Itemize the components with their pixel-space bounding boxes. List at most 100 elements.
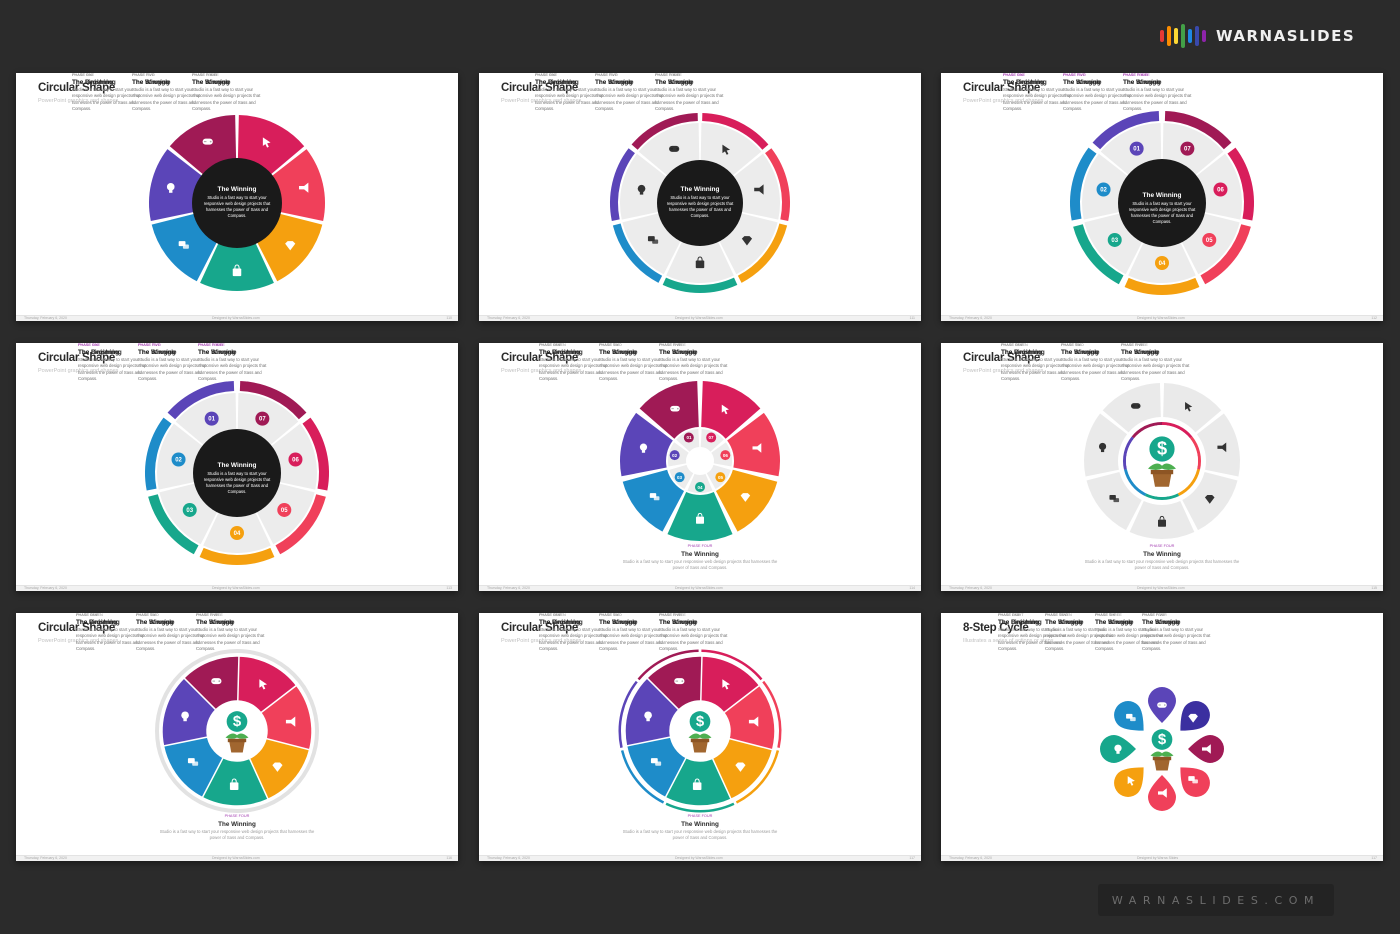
money-plant-icon: $ <box>688 711 712 753</box>
cursor-icon <box>262 137 271 148</box>
slide-thumbnail-9[interactable]: 8-Step Cycle Illustrates a series of acti… <box>941 613 1383 861</box>
phase-label-row: PHASE FIVE <box>659 613 779 619</box>
phase-description: Studio is a fast way to start your respo… <box>132 86 201 112</box>
bag-icon <box>696 512 704 524</box>
step-number-badge <box>1155 256 1169 270</box>
footer-date: Thursday, February 6, 2020 <box>487 316 530 320</box>
step-number: 02 <box>672 453 678 458</box>
phase-name: The Winning <box>218 820 256 828</box>
slide-footer: Thursday, February 6, 2020 Designed by Wa… <box>479 585 921 591</box>
slide-thumbnail-4[interactable]: Circular Shape PowerPoint graphics and sh… <box>16 343 458 591</box>
phase-name: The Winning <box>198 348 236 356</box>
cursor-icon <box>721 404 729 415</box>
phase-label-row: PHASE FIVE <box>1063 73 1183 79</box>
phase-label-row: PHASE TWO <box>138 343 258 349</box>
phase-block: PHASE FIVE The Winning Studio is a fast wa… <box>1121 343 1241 383</box>
phase-label: PHASE FIVE <box>595 73 618 77</box>
phase-label-row: PHASE TWO <box>1061 343 1181 349</box>
phase-description: Studio is a fast way to start your respo… <box>1003 86 1072 112</box>
phase-block: PHASE SIX The Winning Studio is a fast way… <box>136 613 256 653</box>
phase-name: The Beginning <box>76 618 120 626</box>
phase-label: PHASE FIVE <box>659 343 682 347</box>
phase-name: The Struggle <box>198 348 237 356</box>
center-description: Studio is a fast way to start your respo… <box>203 471 271 494</box>
phase-name: The Struggle <box>138 348 177 356</box>
segment-band <box>765 148 790 221</box>
phase-block: PHASE ONE The Beginning Studio is a fast w… <box>539 343 659 383</box>
ring-arc <box>1123 469 1147 497</box>
gamepad-icon <box>1130 403 1141 409</box>
segment-band <box>239 381 307 420</box>
slide-thumbnail-5[interactable]: Circular Shape PowerPoint graphics and sh… <box>479 343 921 591</box>
phase-label: PHASE THREE <box>196 613 223 617</box>
phase-label: PHASE FOUR <box>1149 544 1175 548</box>
slide-thumbnail-3[interactable]: Circular Shape PowerPoint graphics and sh… <box>941 73 1383 321</box>
slide-subtitle: PowerPoint graphics and shapes <box>501 368 582 374</box>
phase-name: The Struggle <box>655 78 694 86</box>
diamond-icon <box>285 241 296 251</box>
phase-name: The Winning <box>1123 78 1161 86</box>
footer-page-number: 116 <box>446 856 452 860</box>
phase-name: The Struggle <box>192 78 231 86</box>
ring-arc <box>1131 422 1162 439</box>
svg-text:$: $ <box>1158 731 1167 748</box>
phase-label-row: PHASE FIVE <box>1121 343 1241 349</box>
segment-band <box>1070 147 1097 221</box>
phase-description: Studio is a fast way to start your respo… <box>198 356 267 382</box>
bag-icon <box>692 778 702 791</box>
footer-date: Thursday, February 6, 2020 <box>24 316 67 320</box>
phase-description: Studio is a fast way to start your respo… <box>198 356 267 382</box>
phase-label: PHASE THREE <box>659 343 686 347</box>
phase-name: The Winning <box>1142 618 1180 626</box>
svg-text:$: $ <box>696 713 705 730</box>
slide-footer: Thursday, February 6, 2020 Designed by Wa… <box>16 585 458 591</box>
phase-block: PHASE FOUR The Winning Studio is a fast wa… <box>192 73 312 113</box>
slide-subtitle: PowerPoint graphics and shapes <box>963 368 1044 374</box>
phase-label-row: PHASE FOUR <box>1123 73 1243 79</box>
phase-name: The Struggle <box>595 78 634 86</box>
slide-thumbnail-2[interactable]: Circular Shape PowerPoint graphics and sh… <box>479 73 921 321</box>
phase-description: Studio is a fast way to start your respo… <box>1095 626 1164 652</box>
phase-block: PHASE FOUR The Struggle Studio is a fast w… <box>1142 613 1262 653</box>
phase-label-row: PHASE FIVE <box>595 73 715 79</box>
diamond-icon <box>735 762 746 772</box>
phase-name: The Struggle <box>599 348 638 356</box>
megaphone-icon <box>1158 788 1167 798</box>
phase-label: PHASE TWO <box>599 613 622 617</box>
phase-label-row: PHASE THREE <box>198 343 318 349</box>
phase-description: Studio is a fast way to start your respo… <box>1142 626 1211 652</box>
step-number-badge <box>695 482 705 492</box>
chat-icon <box>650 758 662 766</box>
phase-label-row: PHASE FOUR <box>1142 613 1262 619</box>
slide-thumbnail-7[interactable]: Circular Shape PowerPoint graphics and sh… <box>16 613 458 861</box>
phase-label: PHASE SIX <box>599 343 620 347</box>
phase-label: PHASE FIVE <box>1142 613 1165 617</box>
slide-thumbnail-8[interactable]: Circular Shape PowerPoint graphics and sh… <box>479 613 921 861</box>
ring-arc <box>665 802 735 813</box>
phase-label-row: PHASE SEVEN <box>76 613 196 619</box>
phase-name: The Struggle <box>659 618 698 626</box>
phase-block: PHASE SEVEN The Winning Studio is a fast w… <box>1045 613 1165 653</box>
phase-description: Studio is a fast way to start your respo… <box>655 86 724 112</box>
phase-label: PHASE TWO <box>1061 343 1084 347</box>
footer-page-number: 111 <box>909 316 915 320</box>
phase-label-row: PHASE SIX <box>599 343 719 349</box>
phase-label-row: PHASE SIX <box>599 613 719 619</box>
footer-credit: Designed by WarnaSlides.com <box>212 316 260 320</box>
slide-thumbnail-1[interactable]: Circular Shape PowerPoint graphics and sh… <box>16 73 458 321</box>
phase-block: PHASE SIX The Finishing Studio is a fast w… <box>78 343 198 383</box>
phase-name: The Winning <box>138 348 176 356</box>
phase-label: PHASE FIVE <box>132 73 155 77</box>
step-number-badge <box>182 502 197 517</box>
step-number-badge <box>1107 232 1122 247</box>
phase-block: PHASE FOUR The Winning Studio is a fast wa… <box>198 343 318 383</box>
phase-label: PHASE ONE <box>78 343 101 347</box>
slide-title: Circular Shape <box>38 352 115 364</box>
slide-thumbnail-6[interactable]: Circular Shape PowerPoint graphics and sh… <box>941 343 1383 591</box>
slide-subtitle: PowerPoint graphics and shapes <box>38 638 119 644</box>
bag-icon <box>229 778 239 791</box>
phase-label: PHASE ONE <box>72 73 95 77</box>
phase-label: PHASE SIX <box>599 613 620 617</box>
footer-date: Thursday, February 6, 2020 <box>487 856 530 860</box>
segment-band <box>610 148 635 221</box>
